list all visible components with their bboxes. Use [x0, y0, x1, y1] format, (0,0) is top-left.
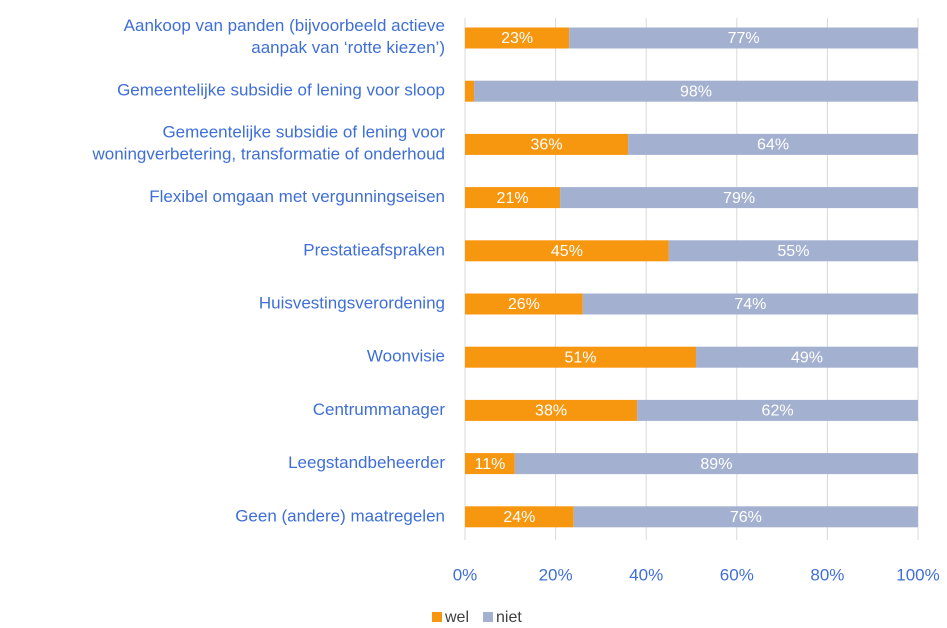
bar-segment	[582, 293, 918, 315]
bar-segment	[465, 346, 697, 368]
category-label: Huisvestingsverordening	[259, 293, 445, 312]
category-label: Woonvisie	[367, 347, 445, 366]
category-label: Leegstandbeheerder	[288, 453, 445, 472]
bar-segment	[465, 399, 638, 421]
value-label: 23%	[501, 30, 533, 47]
value-label: 24%	[503, 509, 535, 526]
x-tick-label: 100%	[896, 565, 939, 584]
value-label: 21%	[497, 190, 529, 207]
value-label: 45%	[551, 243, 583, 260]
bar-segment	[514, 453, 918, 475]
x-tick-label: 20%	[539, 565, 573, 584]
value-label: 38%	[535, 403, 567, 420]
legend-label: niet	[496, 609, 522, 626]
value-label: 77%	[728, 30, 760, 47]
legend-swatch	[483, 612, 494, 622]
x-tick-label: 0%	[453, 565, 478, 584]
category-label: Prestatieafspraken	[303, 240, 445, 259]
bar-segment	[465, 187, 561, 209]
bar-segment	[465, 133, 629, 155]
bar-segment	[696, 346, 918, 368]
bar-segment	[465, 27, 570, 49]
bar-segment	[465, 506, 574, 528]
category-label: Gemeentelijke subsidie of lening voor sl…	[117, 81, 445, 100]
category-label: Geen (andere) maatregelen	[235, 506, 445, 525]
value-label: 76%	[730, 509, 762, 526]
value-label: 49%	[791, 349, 823, 366]
x-tick-label: 60%	[720, 565, 754, 584]
value-label: 64%	[757, 137, 789, 154]
value-label: 79%	[723, 190, 755, 207]
bar-segment	[637, 399, 918, 421]
legend-swatch	[432, 612, 442, 622]
x-tick-label: 40%	[629, 565, 663, 584]
bar-segment	[465, 293, 583, 315]
bar-segment	[465, 240, 669, 262]
category-label: Flexibel omgaan met vergunningseisen	[149, 187, 445, 206]
bar-segment	[465, 80, 475, 102]
value-label: 89%	[700, 456, 732, 473]
bar-segment	[573, 506, 918, 528]
legend-label: wel	[444, 609, 469, 626]
bar-segment	[668, 240, 918, 262]
value-label: 74%	[734, 296, 766, 313]
category-label: Aankoop van panden (bijvoorbeeld actieve…	[124, 16, 445, 57]
value-label: 98%	[680, 83, 712, 100]
bar-segment	[474, 80, 918, 102]
value-label: 55%	[777, 243, 809, 260]
value-label: 26%	[508, 296, 540, 313]
bar-segment	[569, 27, 918, 49]
bar-segment	[628, 133, 918, 155]
value-label: 51%	[564, 349, 596, 366]
category-label: Gemeentelijke subsidie of lening voor won…	[92, 123, 446, 164]
bar-segment	[465, 453, 515, 475]
value-label: 36%	[531, 137, 563, 154]
x-tick-label: 80%	[810, 565, 844, 584]
bar-segment	[560, 187, 918, 209]
value-label: 62%	[762, 403, 794, 420]
value-label: 11%	[474, 456, 505, 473]
category-label: Centrummanager	[313, 400, 446, 419]
